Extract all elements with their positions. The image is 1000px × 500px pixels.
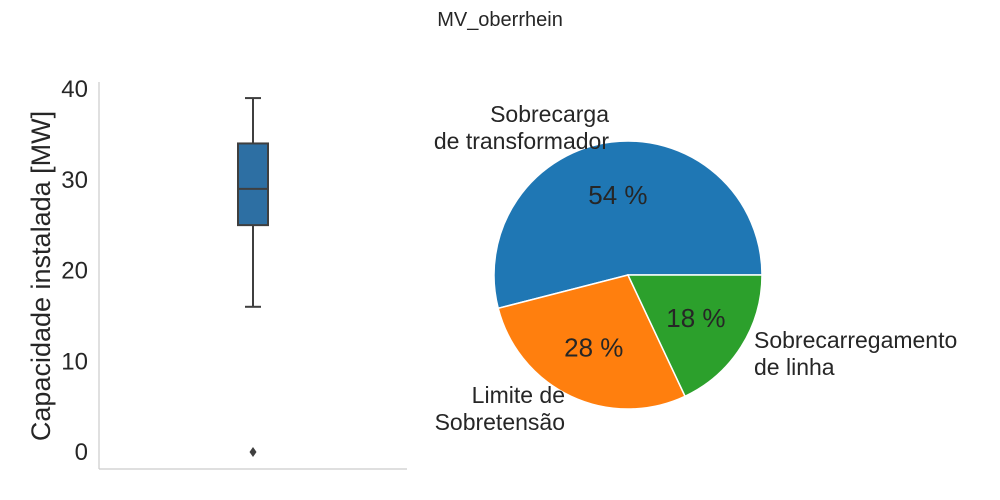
pie-slice (497, 274, 687, 410)
pie-percent-label: 54 % (588, 180, 647, 210)
y-tick-label: 40 (61, 76, 88, 103)
y-tick-labels: 0 10 20 30 40 (61, 76, 88, 466)
pie-percent-label: 18 % (666, 303, 725, 333)
y-tick-label: 0 (75, 439, 88, 466)
pie-slice-label: Sobrecarregamento de linha (754, 327, 957, 380)
interquartile-box (237, 142, 269, 227)
box-group (237, 97, 269, 457)
y-tick-label: 10 (61, 348, 88, 375)
figure-title: MV_oberrhein (437, 9, 563, 31)
y-axis-label: Capacidade instalada [MW] (26, 111, 56, 441)
pie-slice-label: Sobrecarga de transformador (434, 101, 609, 154)
boxplot-panel: 0 10 20 30 40 Capacidade instalada [MW] (26, 76, 407, 470)
pie-slice (493, 140, 763, 310)
pie-slice (626, 274, 763, 398)
y-tick-label: 30 (61, 167, 88, 194)
outlier-group (249, 447, 257, 457)
pie-chart: 54 % Sobrecarga de transformador 28 % Limite… (434, 101, 957, 435)
pie-slice-label: Limite de Sobretensão (435, 382, 565, 435)
outlier-point (249, 447, 257, 457)
pie-percent-label: 28 % (564, 333, 623, 363)
y-tick-label: 20 (61, 258, 88, 285)
